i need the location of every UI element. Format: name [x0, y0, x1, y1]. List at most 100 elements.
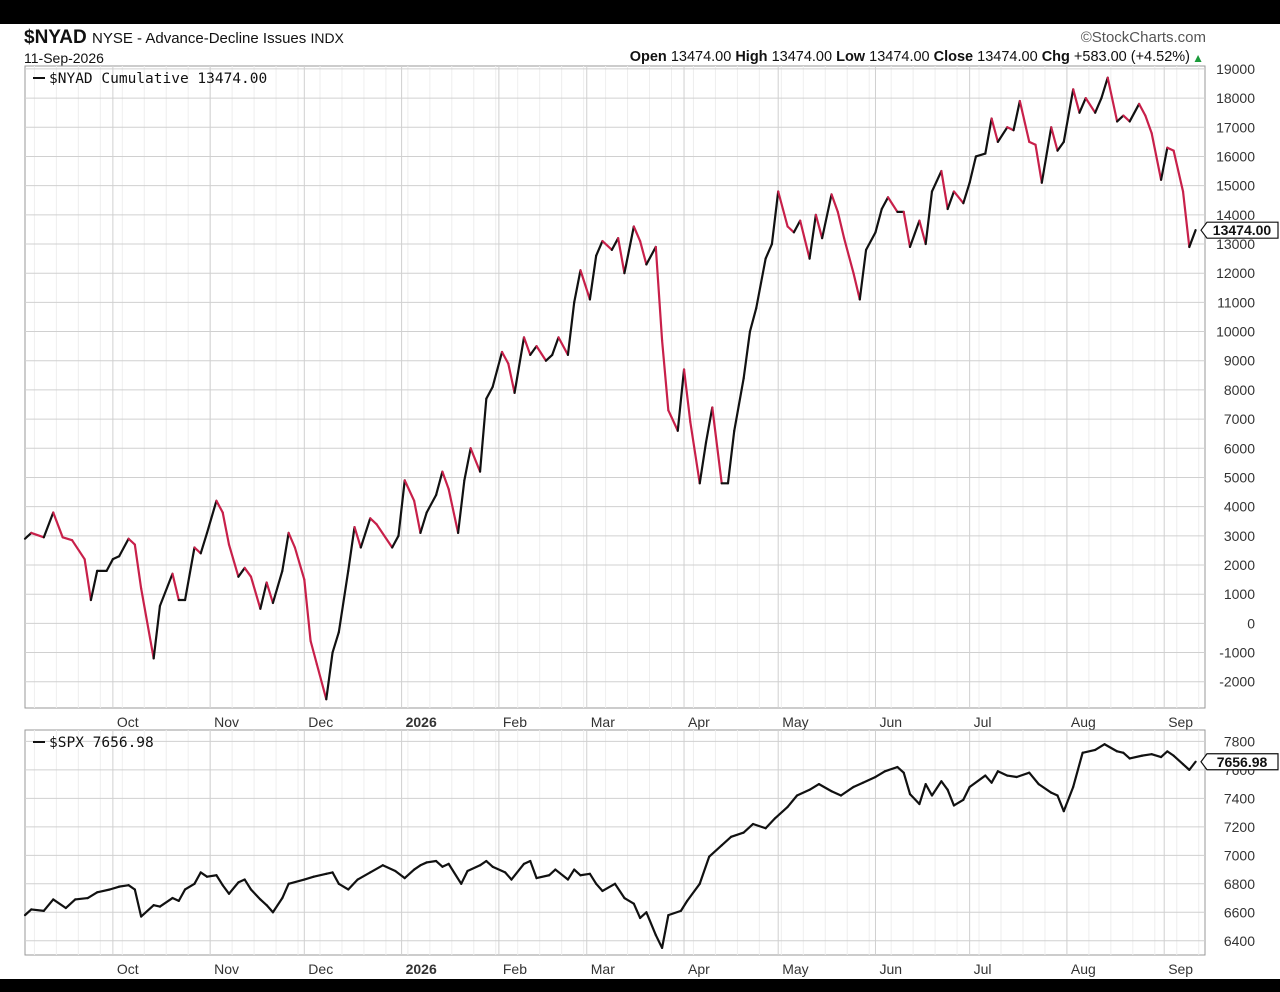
- nyad-y-tick-label: 2000: [1224, 557, 1255, 573]
- nyad-series-segment: [748, 307, 758, 333]
- nyad-series-segment: [1072, 88, 1081, 114]
- spx-series-segment: [751, 822, 767, 830]
- spx-series-segment: [485, 859, 494, 868]
- spx-series-segment: [1166, 750, 1175, 757]
- nyad-series-segment: [183, 546, 196, 602]
- nyad-series-segment: [864, 231, 877, 251]
- nyad-series-segment: [513, 336, 526, 394]
- nyad-series-segment: [303, 578, 312, 642]
- nyad-series-segment: [265, 581, 275, 605]
- nyad-series-segment: [1028, 140, 1037, 146]
- spx-x-tick-label: Feb: [503, 961, 527, 977]
- nyad-series-segment: [369, 517, 378, 526]
- spx-series-segment: [554, 868, 570, 881]
- nyad-series-segment: [425, 493, 438, 514]
- nyad-series-segment: [557, 336, 570, 356]
- spx-series-segment: [708, 844, 723, 858]
- spx-series-segment: [946, 788, 956, 807]
- nyad-series-segment: [205, 499, 218, 535]
- spx-series-segment: [1006, 774, 1018, 779]
- nyad-series-segment: [689, 420, 701, 485]
- nyad-x-tick-label: Aug: [1071, 714, 1096, 730]
- spx-y-tick-label: 6600: [1224, 904, 1255, 920]
- spx-series-segment: [215, 874, 224, 887]
- spx-series-segment: [356, 871, 372, 881]
- spx-series-segment: [1062, 785, 1075, 813]
- nyad-series-segment: [419, 511, 428, 535]
- spx-x-tick-label: Jul: [974, 961, 992, 977]
- nyad-series-segment: [89, 569, 99, 602]
- spx-series-segment: [984, 774, 993, 784]
- spx-series-segment: [221, 884, 231, 895]
- nyad-series-segment: [902, 210, 912, 249]
- spx-series-segment: [1081, 748, 1097, 754]
- spx-series-segment: [403, 868, 416, 880]
- nyad-x-tick-label: Jun: [879, 714, 902, 730]
- nyad-series-segment: [83, 558, 93, 602]
- spx-series-segment: [830, 790, 843, 797]
- nyad-y-tick-label: 1000: [1224, 586, 1255, 602]
- spx-y-tick-label: 7800: [1224, 733, 1255, 749]
- nyad-series-segment: [1012, 99, 1021, 132]
- nyad-series-segment: [221, 511, 231, 546]
- spx-series-segment: [896, 765, 905, 774]
- nyad-series-segment: [930, 169, 943, 193]
- high-label: High: [735, 49, 768, 65]
- nyad-series-segment: [610, 237, 620, 251]
- nyad-x-tick-label: Jul: [974, 714, 992, 730]
- nyad-series-segment: [140, 587, 155, 660]
- nyad-x-tick-label: Dec: [308, 714, 333, 730]
- nyad-y-tick-label: 9000: [1224, 353, 1255, 369]
- nyad-series-segment: [111, 555, 121, 561]
- spx-series-segment: [127, 884, 136, 891]
- date-label: 11-Sep-2026: [24, 50, 104, 66]
- nyad-series-segment: [968, 155, 978, 184]
- nyad-series-segment: [908, 219, 921, 249]
- nyad-x-tick-label: 2026: [406, 714, 437, 730]
- nyad-y-tick-label: -1000: [1219, 645, 1255, 661]
- spx-series-segment: [952, 798, 965, 807]
- nyad-series-segment: [639, 239, 648, 266]
- nyad-last-value-label: 13474.00: [1213, 222, 1272, 238]
- nyad-x-tick-label: Sep: [1168, 714, 1193, 730]
- spx-series-segment: [645, 911, 657, 937]
- nyad-x-tick-label: May: [782, 714, 808, 730]
- spx-series-segment: [265, 904, 275, 914]
- nyad-y-tick-label: 6000: [1224, 440, 1255, 456]
- spx-series-segment: [1188, 760, 1197, 771]
- nyad-series-segment: [573, 269, 582, 304]
- nyad-y-tick-label: 13000: [1216, 236, 1255, 252]
- spx-series-segment: [1072, 751, 1084, 789]
- nyad-series-segment: [478, 397, 488, 473]
- nyad-series-segment: [1034, 143, 1043, 184]
- spx-series-segment: [381, 864, 397, 873]
- nyad-series-segment: [601, 239, 613, 251]
- nyad-series-segment: [755, 257, 767, 310]
- spx-series-segment: [259, 898, 268, 907]
- spx-x-tick-label: Apr: [688, 961, 710, 977]
- nyad-series-segment: [808, 213, 817, 260]
- nyad-series-segment: [243, 566, 253, 578]
- nyad-series-segment: [287, 531, 296, 549]
- chart-frame: $NYAD NYSE - Advance-Decline Issues INDX…: [0, 24, 1280, 979]
- nyad-series-segment: [962, 181, 971, 205]
- spx-x-tick-label: 2026: [406, 961, 437, 977]
- nyad-y-tick-label: 19000: [1216, 61, 1255, 77]
- nyad-series-segment: [704, 406, 714, 444]
- spx-series-segment: [730, 831, 745, 838]
- spx-series-segment: [795, 788, 811, 797]
- nyad-last-value-tag: [1200, 221, 1279, 239]
- spx-series-segment: [281, 882, 290, 900]
- spx-series-segment: [1056, 794, 1065, 813]
- nyad-series-segment: [152, 604, 162, 660]
- spx-series-segment: [535, 874, 551, 880]
- nyad-series-segment: [199, 531, 209, 555]
- nyad-series-segment: [441, 470, 450, 491]
- spx-series-segment: [579, 872, 591, 877]
- nyad-series-segment: [990, 117, 999, 143]
- open-value: 13474.00: [670, 49, 732, 65]
- spx-series-segment: [613, 882, 626, 900]
- spx-x-tick-label: Aug: [1071, 961, 1096, 977]
- nyad-series-segment: [325, 651, 334, 701]
- nyad-series-segment: [375, 523, 394, 549]
